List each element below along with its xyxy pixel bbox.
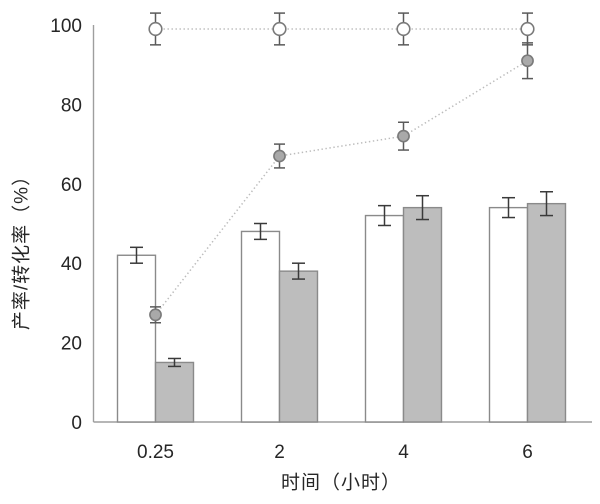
filled-circle-marker bbox=[397, 129, 410, 143]
bar-white-bar bbox=[116, 254, 157, 423]
y-tick-label: 80 bbox=[61, 95, 82, 116]
x-tick-label: 6 bbox=[522, 442, 533, 463]
x-tick-label: 0.25 bbox=[137, 442, 174, 463]
y-axis-title: 产率/转化率（%） bbox=[11, 165, 33, 331]
bar-gray-bar bbox=[154, 361, 195, 423]
bar-white-bar bbox=[240, 230, 281, 423]
bar-gray-bar bbox=[278, 270, 319, 423]
x-axis-title: 时间（小时） bbox=[280, 472, 402, 494]
y-tick-label: 40 bbox=[61, 254, 82, 275]
x-tick-label: 2 bbox=[274, 442, 285, 463]
open-circle-marker bbox=[520, 21, 535, 37]
bar-gray-bar bbox=[402, 206, 443, 423]
open-circle-marker bbox=[272, 21, 287, 37]
open-circle-marker bbox=[148, 21, 163, 37]
y-tick-label: 100 bbox=[50, 16, 82, 37]
line-filled-circle-dotted-line bbox=[154, 60, 528, 316]
open-circle-marker bbox=[396, 21, 411, 37]
bar-white-bar bbox=[364, 214, 405, 423]
filled-circle-marker bbox=[273, 149, 286, 163]
filled-circle-marker bbox=[149, 308, 162, 322]
y-tick-label: 0 bbox=[71, 413, 82, 434]
bar-white-bar bbox=[488, 206, 529, 423]
x-tick-label: 4 bbox=[398, 442, 409, 463]
bar-gray-bar bbox=[526, 202, 567, 423]
filled-circle-marker bbox=[521, 54, 534, 68]
y-tick-label: 20 bbox=[61, 334, 82, 355]
y-tick-label: 60 bbox=[61, 175, 82, 196]
